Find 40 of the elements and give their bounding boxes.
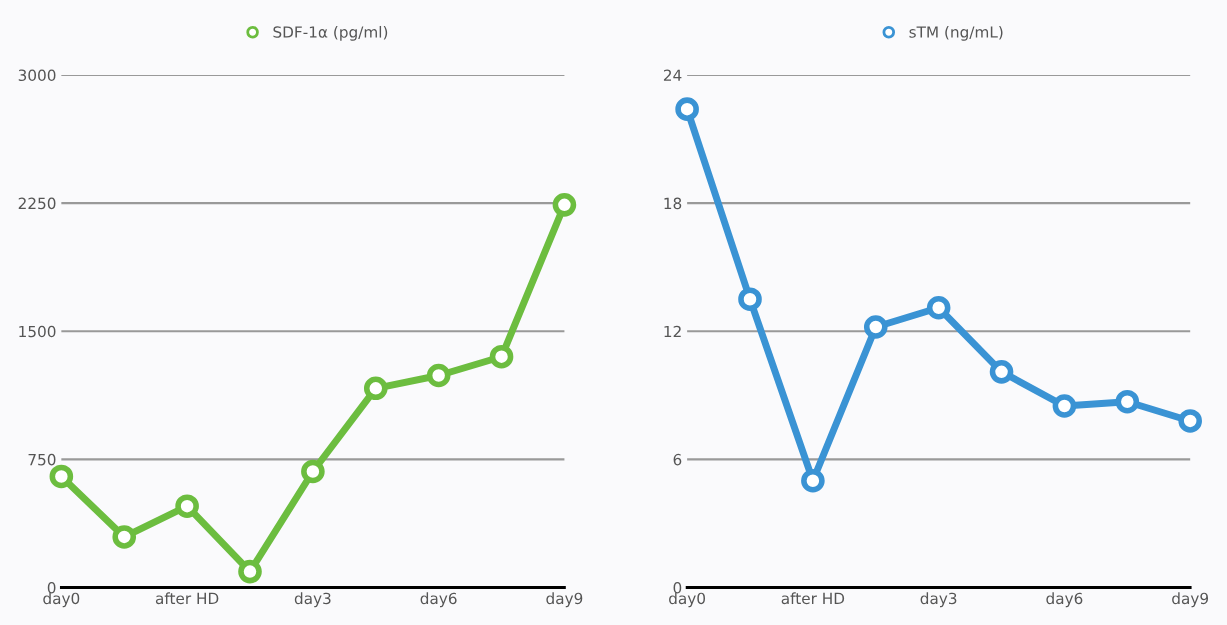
point: [738, 287, 762, 312]
point: [112, 525, 137, 549]
point: [175, 494, 199, 518]
x-tick-label: day9: [1172, 592, 1209, 608]
x-tick-label: day0: [43, 592, 80, 608]
point: [1052, 394, 1077, 418]
point: [363, 376, 388, 401]
x-tick-label: day3: [294, 592, 331, 608]
legend-label: sTM (ng/mL): [909, 25, 1003, 41]
point: [863, 315, 888, 339]
x-tick-label: after HD: [155, 592, 219, 605]
x-tick-label: after HD: [781, 592, 845, 605]
legend-label: SDF-1α (pg/ml): [273, 25, 388, 41]
y-tick-label: 2250: [18, 197, 56, 210]
point: [489, 344, 514, 369]
x-tick-label: day9: [546, 592, 583, 608]
point: [989, 360, 1014, 384]
point: [49, 464, 74, 489]
y-tick-label: 18: [664, 197, 682, 210]
x-tick-label: day6: [420, 592, 457, 608]
x-tick-label: day0: [669, 592, 706, 608]
y-tick-label: 12: [664, 325, 681, 338]
x-tick-label: day3: [920, 592, 957, 608]
point: [238, 559, 262, 584]
y-tick-label: 0: [673, 581, 682, 594]
point: [1115, 389, 1140, 414]
y-tick-label: 6: [673, 453, 682, 466]
y-tick-label: 3000: [18, 69, 56, 82]
y-tick-label: 24: [663, 69, 682, 81]
point: [1178, 409, 1202, 433]
point: [675, 97, 699, 121]
y-tick-label: 0: [47, 581, 56, 594]
y-tick-label: 1500: [19, 325, 56, 338]
point: [552, 193, 577, 217]
y-tick-label: 750: [28, 453, 56, 466]
point: [801, 468, 825, 493]
x-tick-label: day6: [1046, 592, 1083, 608]
point: [426, 363, 451, 388]
point: [301, 459, 325, 484]
point: [926, 295, 951, 320]
